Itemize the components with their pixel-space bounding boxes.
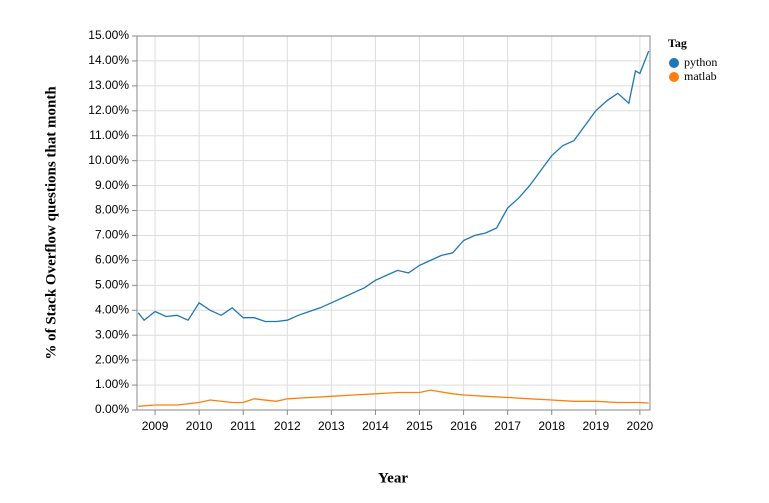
y-tick-label: 0.00%	[95, 402, 129, 416]
y-tick-label: 2.00%	[95, 352, 129, 366]
x-tick-label: 2012	[274, 419, 301, 433]
x-tick-label: 2017	[494, 419, 521, 433]
series-line	[137, 50, 650, 323]
y-tick-label: 8.00%	[95, 203, 129, 217]
x-tick-label: 2020	[627, 419, 654, 433]
x-tick-label: 2009	[142, 419, 169, 433]
y-axis-title: % of Stack Overflow questions that month	[43, 86, 59, 360]
series-line	[138, 389, 649, 407]
legend-title: Tag	[668, 36, 687, 50]
x-tick-label: 2010	[186, 419, 213, 433]
plot-frame	[136, 35, 651, 411]
y-tick-label: 13.00%	[88, 78, 129, 92]
y-tick-label: 4.00%	[95, 302, 129, 316]
x-tick-label: 2015	[406, 419, 433, 433]
y-tick-label: 1.00%	[95, 377, 129, 391]
x-tick-label: 2019	[582, 419, 609, 433]
x-tick-label: 2016	[450, 419, 477, 433]
y-tick-label: 10.00%	[88, 153, 129, 167]
y-tick-label: 12.00%	[88, 103, 129, 117]
x-tick-label: 2013	[318, 419, 345, 433]
x-tick-label: 2014	[362, 419, 389, 433]
y-tick-label: 9.00%	[95, 178, 129, 192]
x-axis-title: Year	[378, 470, 408, 486]
y-tick-label: 15.00%	[88, 28, 129, 42]
legend-label: matlab	[684, 69, 717, 83]
y-tick-label: 7.00%	[95, 228, 129, 242]
legend-swatch	[669, 72, 679, 82]
y-tick-label: 3.00%	[95, 327, 129, 341]
y-tick-label: 5.00%	[95, 278, 129, 292]
y-tick-label: 6.00%	[95, 253, 129, 267]
legend-swatch	[669, 58, 679, 68]
y-tick-label: 11.00%	[89, 128, 129, 142]
legend-label: python	[684, 55, 717, 69]
x-tick-label: 2018	[538, 419, 565, 433]
y-tick-label: 14.00%	[88, 53, 129, 67]
x-tick-label: 2011	[230, 419, 256, 433]
